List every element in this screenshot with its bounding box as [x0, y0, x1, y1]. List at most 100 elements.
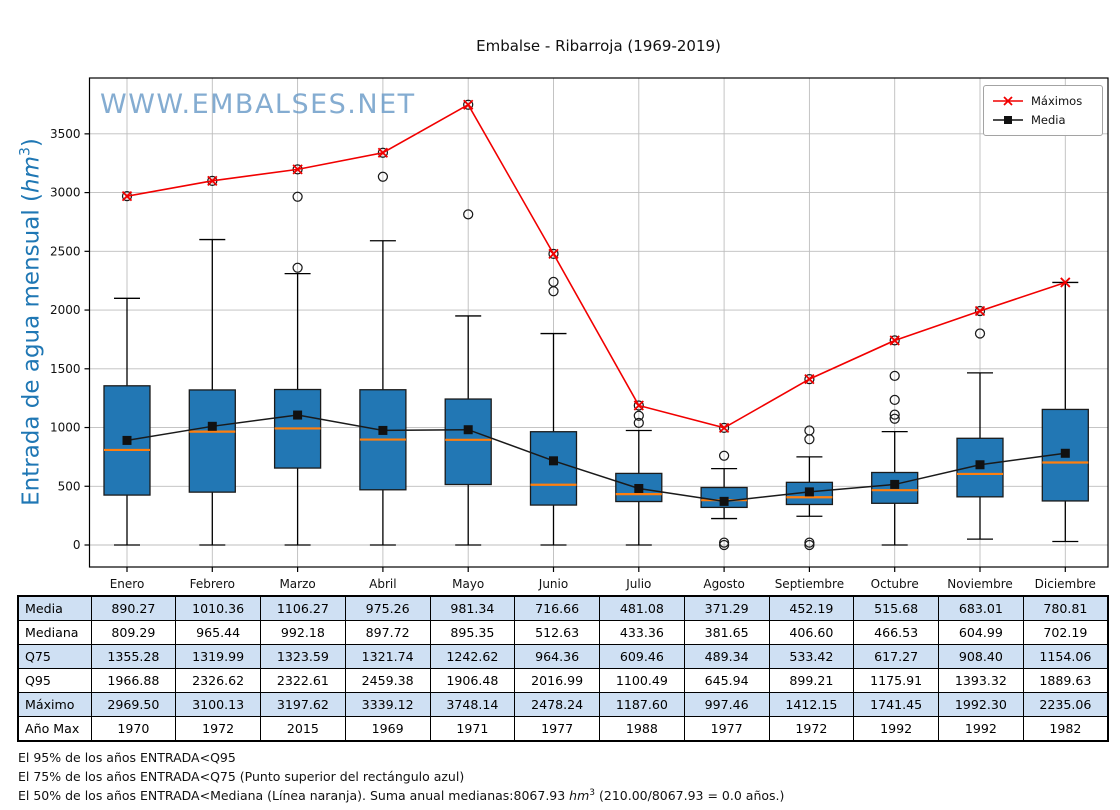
- square-marker-line-icon: [993, 115, 1023, 124]
- table-cell: 1970: [90, 716, 177, 742]
- boxplot-Junio: [529, 248, 578, 546]
- svg-text:Diciembre: Diciembre: [1035, 577, 1096, 591]
- outlier-marker: [889, 394, 900, 406]
- table-cell: 975.26: [344, 595, 431, 621]
- table-cell: 1971: [429, 716, 516, 742]
- table-cell: 1242.62: [429, 644, 516, 669]
- svg-text:3000: 3000: [50, 186, 81, 200]
- table-cell: 1889.63: [1022, 668, 1109, 693]
- table-cell: 1969: [344, 716, 431, 742]
- table-cell: 890.27: [90, 595, 177, 621]
- table-cell: 371.29: [683, 595, 770, 621]
- outlier-marker: [889, 413, 900, 424]
- table-cell: 780.81: [1022, 595, 1109, 621]
- outlier-marker: [889, 335, 900, 346]
- svg-text:500: 500: [58, 479, 81, 493]
- legend-label-media: Media: [1031, 112, 1066, 127]
- table-cell: 2326.62: [175, 668, 261, 693]
- table-cell: 1992: [853, 716, 939, 742]
- table-row-Mediana: Mediana 809.29 965.44 992.18 897.72 895.35 512…: [17, 620, 1109, 645]
- table-cell: 645.94: [683, 668, 770, 693]
- table-row-Q95: Q95 1966.88 2326.62 2322.61 2459.38 1906.48 20…: [17, 668, 1109, 693]
- outlier-marker: [548, 276, 559, 287]
- table-cell: 1992: [938, 716, 1024, 742]
- row-label: Mediana: [17, 620, 92, 645]
- table-row-Máximo: Máximo 2969.50 3100.13 3197.62 3339.12 3748.1…: [17, 692, 1109, 717]
- table-cell: 3100.13: [175, 692, 261, 717]
- svg-text:2000: 2000: [50, 303, 81, 317]
- table-cell: 1988: [599, 716, 685, 742]
- outlier-marker: [292, 191, 303, 202]
- svg-text:Abril: Abril: [369, 577, 396, 591]
- x-marker-line-icon: [993, 95, 1023, 106]
- footnote-unit: hm: [569, 788, 590, 804]
- x-axis-ticks: Enero Febrero Marzo Abril Mayo Junio Julio Agos…: [110, 567, 1096, 591]
- svg-text:1000: 1000: [50, 421, 81, 435]
- outlier-marker: [377, 171, 389, 182]
- table-cell: 1972: [175, 716, 261, 742]
- svg-text:Junio: Junio: [538, 577, 568, 591]
- row-label: Q75: [17, 644, 92, 669]
- outlier-marker: [292, 262, 303, 273]
- row-label: Máximo: [17, 692, 92, 717]
- table-cell: 809.29: [90, 620, 177, 645]
- table-cell: 899.21: [768, 668, 855, 693]
- y-axis-ticks: 0 500 1000 1500 2000 2500 3000 3500: [50, 127, 90, 552]
- table-cell: 1977: [683, 716, 770, 742]
- table-cell: 1972: [768, 716, 855, 742]
- row-label: Año Max: [17, 716, 92, 742]
- svg-text:2500: 2500: [50, 244, 81, 258]
- outlier-marker: [377, 147, 389, 158]
- table-cell: 702.19: [1022, 620, 1109, 645]
- table-cell: 433.36: [599, 620, 685, 645]
- table-cell: 1187.60: [599, 692, 685, 717]
- legend: Máximos Media: [983, 85, 1103, 136]
- svg-text:Febrero: Febrero: [190, 577, 235, 591]
- table-row-Año Max: Año Max 1970 1972 2015 1969 1971 1977 1988 1977 1…: [17, 716, 1109, 742]
- table-cell: 2459.38: [344, 668, 431, 693]
- table-cell: 683.01: [938, 595, 1024, 621]
- table-cell: 1321.74: [344, 644, 431, 669]
- table-row-Media: Media 890.27 1010.36 1106.27 975.26 981.34 716…: [17, 595, 1109, 621]
- footnote-q75: El 75% de los años ENTRADA<Q75 (Punto su…: [18, 769, 465, 784]
- svg-text:Septiembre: Septiembre: [775, 577, 844, 591]
- grid: [89, 78, 1108, 567]
- svg-text:3500: 3500: [50, 127, 81, 141]
- table-cell: 997.46: [683, 692, 770, 717]
- table-cell: 964.36: [514, 644, 600, 669]
- footnote-mediana-tail: (210.00/8067.93 = 0.0 años.): [595, 788, 785, 804]
- footnote-unit-exponent: 3: [589, 788, 596, 798]
- table-cell: 1977: [514, 716, 600, 742]
- table-cell: 406.60: [768, 620, 855, 645]
- legend-label-maximos: Máximos: [1031, 93, 1083, 108]
- table-cell: 1319.99: [175, 644, 261, 669]
- table-cell: 452.19: [768, 595, 855, 621]
- table-cell: 515.68: [853, 595, 939, 621]
- table-cell: 2322.61: [260, 668, 346, 693]
- legend-item-maximos: Máximos: [992, 91, 1094, 110]
- svg-text:Enero: Enero: [110, 577, 145, 591]
- outlier-marker: [633, 400, 644, 411]
- table-cell: 1982: [1022, 716, 1109, 742]
- table-cell: 3339.12: [344, 692, 431, 717]
- table-cell: 992.18: [260, 620, 346, 645]
- table-cell: 1741.45: [853, 692, 939, 717]
- footnote-mediana: El 50% de los años ENTRADA<Mediana (Líne…: [18, 788, 784, 803]
- svg-text:Mayo: Mayo: [452, 577, 484, 591]
- table-cell: 481.08: [599, 595, 685, 621]
- table-cell: 895.35: [429, 620, 516, 645]
- outlier-marker: [718, 537, 730, 548]
- table-cell: 381.65: [683, 620, 770, 645]
- statistics-table: Media 890.27 1010.36 1106.27 975.26 981.34 716…: [17, 595, 1109, 742]
- table-cell: 533.42: [768, 644, 855, 669]
- footnote-mediana-text: El 50% de los años ENTRADA<Mediana (Líne…: [18, 788, 570, 804]
- table-cell: 1966.88: [90, 668, 177, 693]
- table-cell: 2969.50: [90, 692, 177, 717]
- outlier-marker: [463, 209, 474, 220]
- footnotes: El 95% de los años ENTRADA<Q95 El 75% de…: [18, 750, 784, 807]
- maximos-line: [121, 99, 1071, 433]
- table-cell: 2015: [260, 716, 346, 742]
- outlier-marker: [974, 328, 986, 339]
- table-cell: 2478.24: [514, 692, 600, 717]
